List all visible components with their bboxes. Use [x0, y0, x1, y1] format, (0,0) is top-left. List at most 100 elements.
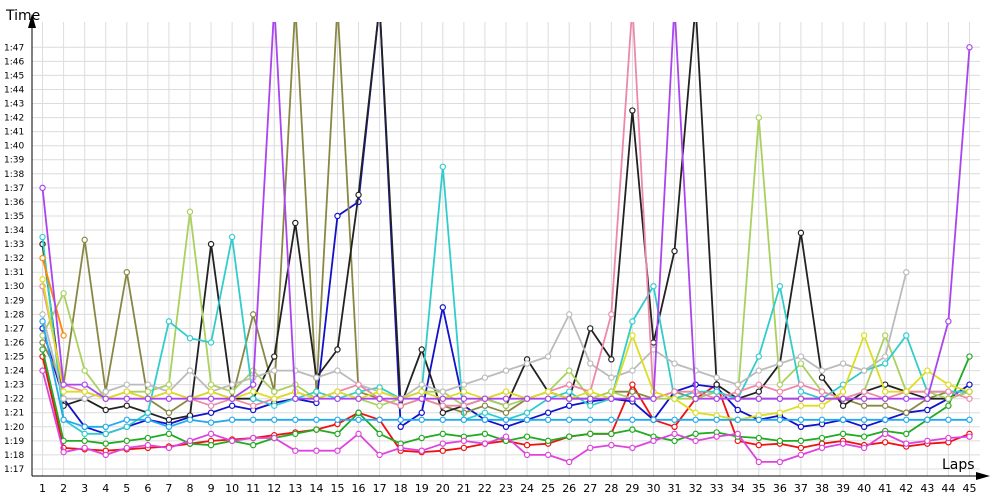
- y-tick-label: 1:27: [4, 324, 24, 334]
- data-point: [207, 395, 215, 402]
- data-point: [481, 416, 489, 423]
- data-point: [882, 430, 889, 438]
- data-point: [587, 388, 594, 395]
- data-point: [692, 416, 699, 423]
- data-point: [439, 430, 446, 438]
- data-point: [797, 423, 805, 431]
- data-point: [39, 339, 46, 346]
- y-tick-label: 1:23: [4, 381, 24, 391]
- data-point: [544, 388, 552, 395]
- data-point: [249, 311, 257, 318]
- data-point: [271, 353, 278, 360]
- data-point: [249, 395, 257, 402]
- data-point: [523, 441, 531, 449]
- data-point: [481, 374, 489, 381]
- y-tick-label: 1:45: [4, 71, 24, 81]
- data-point: [587, 416, 594, 423]
- x-tick-label: 26: [562, 482, 576, 495]
- data-point: [186, 367, 194, 374]
- data-point: [334, 367, 341, 374]
- x-tick-label: 30: [646, 482, 660, 495]
- data-point: [144, 388, 152, 395]
- x-tick-label: 23: [499, 482, 513, 495]
- data-point: [776, 395, 784, 402]
- data-point: [418, 447, 425, 454]
- data-point: [692, 437, 699, 445]
- data-point: [692, 430, 699, 438]
- data-point: [355, 430, 362, 438]
- data-point: [271, 434, 278, 442]
- data-point: [713, 388, 720, 395]
- data-point: [460, 444, 468, 452]
- data-point: [502, 388, 510, 395]
- data-point: [818, 388, 826, 395]
- data-point: [839, 402, 847, 409]
- data-point: [629, 107, 636, 114]
- data-point: [376, 395, 383, 402]
- data-point: [608, 356, 615, 363]
- data-point: [903, 416, 910, 423]
- data-point: [102, 395, 109, 402]
- data-point: [271, 367, 278, 374]
- y-tick-label: 1:21: [4, 409, 24, 419]
- data-point: [207, 381, 215, 388]
- data-point: [228, 395, 236, 402]
- data-point: [439, 388, 446, 395]
- data-point: [228, 233, 236, 241]
- data-point: [334, 447, 341, 454]
- data-point: [860, 388, 868, 395]
- data-point: [123, 402, 131, 409]
- data-point: [882, 360, 889, 367]
- y-tick-label: 1:19: [4, 437, 24, 447]
- data-point: [608, 395, 615, 402]
- data-point: [566, 367, 573, 374]
- data-point: [418, 388, 425, 395]
- data-point: [207, 240, 215, 248]
- data-point: [144, 441, 152, 449]
- y-tick-label: 1:35: [4, 212, 24, 222]
- x-tick-label: 22: [478, 482, 492, 495]
- data-point: [228, 437, 236, 445]
- data-point: [60, 448, 67, 456]
- data-point: [292, 447, 299, 454]
- data-point: [650, 395, 657, 402]
- data-point: [966, 388, 973, 395]
- y-tick-label: 1:36: [4, 198, 24, 208]
- data-point: [566, 311, 573, 318]
- data-point: [629, 388, 636, 395]
- data-point: [713, 374, 720, 381]
- data-point: [481, 440, 489, 447]
- data-point: [439, 402, 446, 409]
- x-tick-label: 28: [604, 482, 618, 495]
- data-point: [439, 304, 446, 311]
- y-axis-title: Time: [5, 8, 40, 24]
- data-point: [102, 388, 109, 395]
- data-point: [755, 441, 763, 449]
- x-tick-label: 27: [583, 482, 597, 495]
- data-point: [671, 395, 678, 402]
- data-point: [608, 430, 615, 438]
- x-tick-label: 10: [225, 482, 239, 495]
- series-13: [39, 318, 973, 431]
- data-point: [439, 447, 446, 454]
- data-point: [418, 381, 425, 388]
- data-point: [313, 426, 320, 433]
- data-point: [797, 381, 805, 388]
- data-point: [397, 402, 404, 409]
- x-axis-arrow: [976, 472, 990, 480]
- data-point: [186, 335, 194, 342]
- data-point: [671, 247, 678, 255]
- series-layer: [39, 22, 973, 466]
- data-point: [481, 402, 489, 409]
- series-4: [39, 367, 973, 466]
- x-tick-label: 5: [123, 482, 130, 495]
- data-point: [376, 416, 383, 423]
- y-tick-label: 1:43: [4, 100, 24, 110]
- data-point: [102, 430, 109, 438]
- data-point: [418, 395, 425, 402]
- data-point: [797, 402, 805, 409]
- data-point: [439, 416, 446, 423]
- data-point: [249, 402, 257, 409]
- data-point: [734, 395, 741, 402]
- data-point: [839, 360, 847, 367]
